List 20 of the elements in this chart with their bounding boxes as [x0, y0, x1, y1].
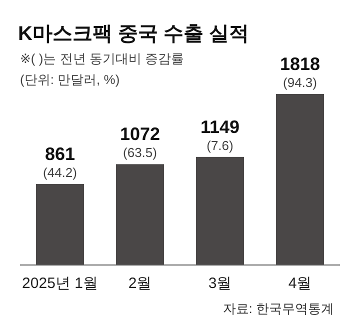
bar	[276, 94, 324, 265]
x-tick-label: 4월	[288, 275, 312, 292]
x-tick-label: 2025년 1월	[22, 275, 98, 292]
text: (단위: 만달러, %)	[20, 72, 120, 87]
bar	[196, 156, 244, 265]
bar	[116, 164, 164, 265]
annotation: (94.3)	[283, 75, 317, 90]
bar	[36, 184, 84, 265]
data-label: 1072	[120, 124, 160, 144]
data-label: 1149	[200, 116, 240, 137]
data-label: 1818	[280, 54, 320, 74]
annotation: (63.5)	[123, 145, 157, 160]
x-tick-label: 3월	[208, 275, 232, 292]
chart-title: K마스크팩 중국 수출 실적	[18, 23, 250, 45]
chart-subtitle: ※( )는 전년 동기대비 증감률	[20, 51, 184, 66]
annotation: (44.2)	[43, 165, 77, 180]
x-tick-label: 2월	[128, 275, 152, 292]
text: 자료: 한국무역통계	[222, 301, 334, 316]
data-label: 861	[44, 144, 76, 164]
annotation: (7.6)	[206, 138, 234, 153]
